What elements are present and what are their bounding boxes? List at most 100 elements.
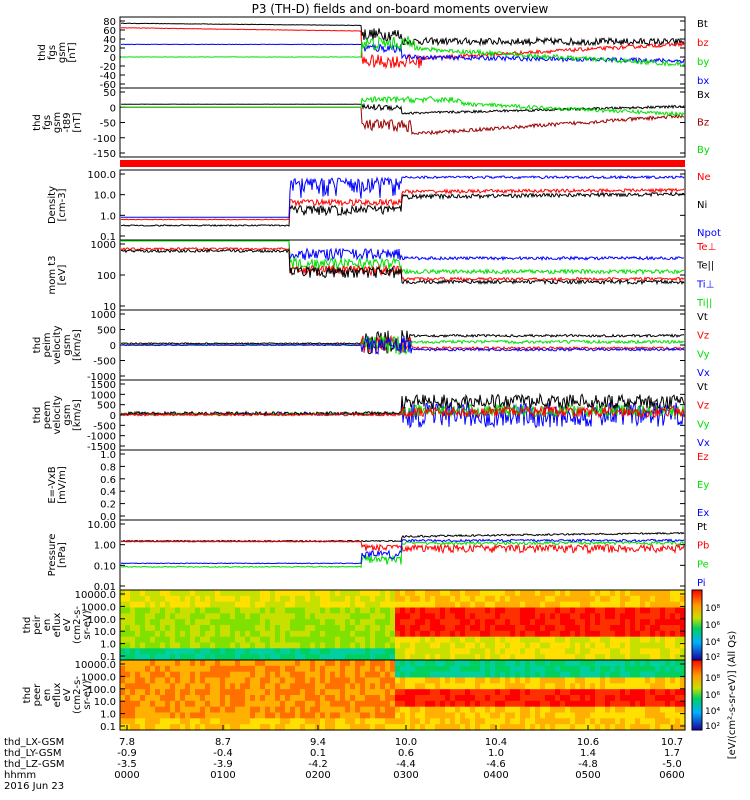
spectrogram-cell <box>250 654 256 661</box>
ytick-label: 1.00 <box>94 541 116 552</box>
spectrogram-cell <box>475 619 481 626</box>
spectrogram-cell <box>405 706 411 714</box>
spectrogram-cell <box>190 718 196 725</box>
spectrogram-cell <box>290 660 296 667</box>
spectrogram-cell <box>645 595 651 603</box>
spectrogram-cell <box>245 712 251 719</box>
spectrogram-cell <box>460 689 466 696</box>
spectrogram-cell <box>555 613 561 620</box>
spectrogram-cell <box>420 712 426 719</box>
spectrogram-cell <box>185 660 191 667</box>
spectrogram-cell <box>565 677 571 684</box>
ytick-label: 0 <box>110 103 116 114</box>
spectrogram-cell <box>555 689 561 696</box>
spectrogram-cell <box>235 671 241 679</box>
spectrogram-cell <box>480 700 486 708</box>
spectrogram-cell <box>210 689 216 696</box>
spectrogram-cell <box>355 648 361 655</box>
spectrogram-cell <box>675 613 681 620</box>
spectrogram-cell <box>675 625 681 632</box>
spectrogram-cell <box>140 613 146 620</box>
spectrogram-cell <box>150 595 156 603</box>
spectrogram-cell <box>625 619 631 626</box>
spectrogram-cell <box>355 677 361 684</box>
spectrogram-cell <box>235 660 241 667</box>
spectrogram-cell <box>360 689 366 696</box>
spectrogram-cell <box>600 630 606 638</box>
spectrogram-cell <box>600 665 606 673</box>
spectrogram-cell <box>240 724 246 731</box>
spectrogram-cell <box>335 712 341 719</box>
spectrogram-cell <box>620 683 626 690</box>
spectrogram-cell <box>255 677 261 684</box>
spectrogram-cell <box>470 619 476 626</box>
spectrogram-cell <box>265 607 271 614</box>
spectrogram-cell <box>525 590 531 597</box>
spectrogram-cell <box>250 683 256 690</box>
colorbar-tick: 10⁶ <box>705 691 720 701</box>
spectrogram-cell <box>475 706 481 714</box>
spectrogram-cell <box>660 648 666 655</box>
spectrogram-cell <box>290 718 296 725</box>
spectrogram-cell <box>585 683 591 690</box>
spectrogram-cell <box>250 718 256 725</box>
spectrogram-cell <box>520 619 526 626</box>
spectrogram-cell <box>340 613 346 620</box>
spectrogram-cell <box>535 619 541 626</box>
spectrogram-cell <box>595 718 601 725</box>
spectrogram-cell <box>155 695 161 702</box>
spectrogram-cell <box>665 648 671 655</box>
ylabel-line: thd <box>32 407 43 424</box>
spectrogram-cell <box>305 660 311 667</box>
spectrogram-cell <box>545 718 551 725</box>
spectrogram-cell <box>375 595 381 603</box>
spectrogram-cell <box>120 654 126 661</box>
spectrogram-cell <box>635 700 641 708</box>
spectrogram-cell <box>450 642 456 649</box>
spectrogram-cell <box>505 689 511 696</box>
spectrogram-cell <box>500 724 506 731</box>
spectrogram-cell <box>455 642 461 649</box>
spectrogram-cell <box>240 619 246 626</box>
spectrogram-cell <box>635 607 641 614</box>
spectrogram-cell <box>285 607 291 614</box>
spectrogram-cell <box>275 607 281 614</box>
spectrogram-cell <box>540 689 546 696</box>
spectrogram-cell <box>460 724 466 731</box>
spectrogram-cell <box>415 613 421 620</box>
spectrogram-cell <box>630 642 636 649</box>
spectrogram-cell <box>155 590 161 597</box>
spectrogram-cell <box>560 695 566 702</box>
spectrogram-cell <box>485 724 491 731</box>
spectrogram-cell <box>145 619 151 626</box>
spectrogram-cell <box>285 619 291 626</box>
spectrogram-cell <box>300 677 306 684</box>
spectrogram-cell <box>580 595 586 603</box>
spectrogram-cell <box>150 683 156 690</box>
spectrogram-cell <box>180 601 186 609</box>
spectrogram-cell <box>475 689 481 696</box>
spectrogram-cell <box>130 590 136 597</box>
spectrogram-cell <box>605 695 611 702</box>
spectrogram-cell <box>405 724 411 731</box>
spectrogram-cell <box>665 671 671 679</box>
spectrogram-cell <box>680 677 686 684</box>
spectrogram-cell <box>205 677 211 684</box>
spectrogram-cell <box>265 677 271 684</box>
spectrogram-cell <box>635 677 641 684</box>
spectrogram-cell <box>340 660 346 667</box>
spectrogram-cell <box>355 683 361 690</box>
spectrogram-cell <box>495 677 501 684</box>
spectrogram-cell <box>475 590 481 597</box>
spectrogram-cell <box>370 706 376 714</box>
spectrogram-cell <box>215 590 221 597</box>
spectrogram-cell <box>380 636 386 644</box>
spectrogram-cell <box>245 724 251 731</box>
spectrogram-cell <box>400 613 406 620</box>
spectrogram-cell <box>235 706 241 714</box>
series-Bt <box>120 22 685 47</box>
spectrogram-cell <box>175 613 181 620</box>
spectrogram-cell <box>135 654 141 661</box>
spectrogram-cell <box>670 724 676 731</box>
spectrogram-cell <box>180 660 186 667</box>
